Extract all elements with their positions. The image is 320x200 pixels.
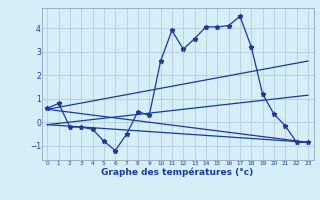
X-axis label: Graphe des températures (°c): Graphe des températures (°c) — [101, 167, 254, 177]
